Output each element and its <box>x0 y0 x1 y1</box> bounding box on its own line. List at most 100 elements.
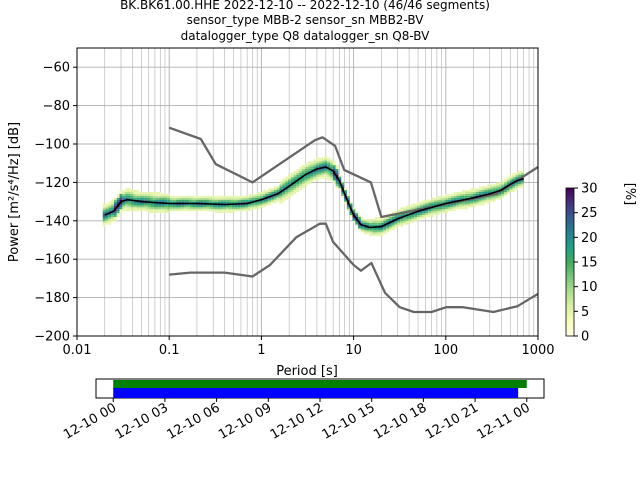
density-cell <box>464 205 468 208</box>
x-tick-label: 0.1 <box>159 343 180 358</box>
density-cell <box>142 193 145 196</box>
density-cell <box>341 182 345 185</box>
density-cell <box>108 203 112 206</box>
density-cell <box>335 184 339 187</box>
density-cell <box>108 205 112 208</box>
timeline-tick-label: 12-10 15 <box>320 400 378 442</box>
density-cell <box>397 224 401 227</box>
density-cell <box>164 193 168 196</box>
density-cell <box>198 209 201 212</box>
density-cell <box>355 222 359 225</box>
density-cell <box>279 188 283 191</box>
title-line-3: datalogger_type Q8 datalogger_sn Q8-BV <box>181 29 431 43</box>
density-cell <box>116 195 120 198</box>
density-cell <box>139 193 142 196</box>
density-cell <box>473 188 477 191</box>
colorbar-ticks: 0 5 10 15 20 25 30 <box>574 182 598 345</box>
density-cell <box>231 205 235 208</box>
density-cell <box>388 226 392 229</box>
density-cell <box>439 209 443 212</box>
density-cell <box>411 203 415 206</box>
density-cell <box>414 218 418 221</box>
density-cell <box>285 193 288 196</box>
density-cell <box>130 193 134 196</box>
density-cell <box>273 197 277 200</box>
density-cell <box>408 207 412 210</box>
colorbar: 0 5 10 15 20 25 30 [%] <box>565 182 637 345</box>
density-cell <box>189 195 193 198</box>
density-cell <box>265 193 269 196</box>
density-cell <box>226 211 230 214</box>
density-cell <box>324 157 328 160</box>
density-cell <box>198 197 201 200</box>
density-cell <box>464 207 468 210</box>
density-cell <box>178 195 182 198</box>
density-cell <box>520 184 524 187</box>
density-cell <box>290 180 294 183</box>
density-cell <box>144 192 148 194</box>
density-cell <box>492 188 496 191</box>
density-cell <box>417 213 420 216</box>
density-cell <box>369 222 373 225</box>
density-cell <box>310 165 314 168</box>
density-cell <box>287 174 291 177</box>
density-cell <box>405 216 409 219</box>
density-cell <box>484 197 488 200</box>
density-cell <box>459 203 462 206</box>
density-cell <box>344 190 347 192</box>
density-cell <box>167 195 171 198</box>
density-cell <box>344 201 347 204</box>
density-cell <box>105 218 109 221</box>
density-cell <box>313 167 317 169</box>
density-cell <box>352 207 356 210</box>
density-cell <box>265 199 269 202</box>
density-cell <box>481 201 485 204</box>
density-cell <box>198 205 201 208</box>
density-cell <box>257 195 260 198</box>
ppsd-axes: 0.01 0.1 1 10 100 1000 −60 −80 −100 −120 −140 −160… <box>7 47 555 379</box>
density-cell <box>231 195 235 198</box>
colorbar-gradient <box>565 187 575 337</box>
density-cell <box>498 182 502 185</box>
density-cell <box>506 192 510 194</box>
density-cell <box>307 161 311 164</box>
density-cell <box>167 203 171 206</box>
density-cell <box>296 186 300 189</box>
density-cell <box>200 195 204 198</box>
density-cell <box>335 172 339 175</box>
density-cell <box>492 197 496 200</box>
density-cell <box>372 218 375 221</box>
density-cell <box>473 193 477 196</box>
density-cell <box>178 209 182 212</box>
density-cell <box>352 220 356 223</box>
density-cell <box>158 203 162 206</box>
density-cell <box>150 197 154 200</box>
density-cell <box>150 193 154 196</box>
density-cell <box>397 211 401 214</box>
density-cell <box>144 205 148 208</box>
density-cell <box>301 184 305 187</box>
density-cell <box>332 163 336 166</box>
density-cell <box>195 203 199 206</box>
density-cell <box>108 218 112 221</box>
density-cell <box>113 205 117 208</box>
density-cell <box>153 195 157 198</box>
density-cell <box>133 195 137 198</box>
density-cell <box>349 215 353 217</box>
density-cell <box>470 199 474 202</box>
density-cell <box>296 182 300 185</box>
x-tick-label: 10 <box>345 343 362 358</box>
density-cell <box>321 168 325 171</box>
colorbar-tick-label: 5 <box>581 305 589 320</box>
density-cell <box>133 205 137 208</box>
density-cell <box>136 203 140 206</box>
density-cell <box>195 207 199 210</box>
density-cell <box>122 201 126 204</box>
density-cell <box>394 222 398 225</box>
density-cell <box>414 215 418 217</box>
density-cell <box>335 165 339 168</box>
density-cell <box>476 190 479 192</box>
